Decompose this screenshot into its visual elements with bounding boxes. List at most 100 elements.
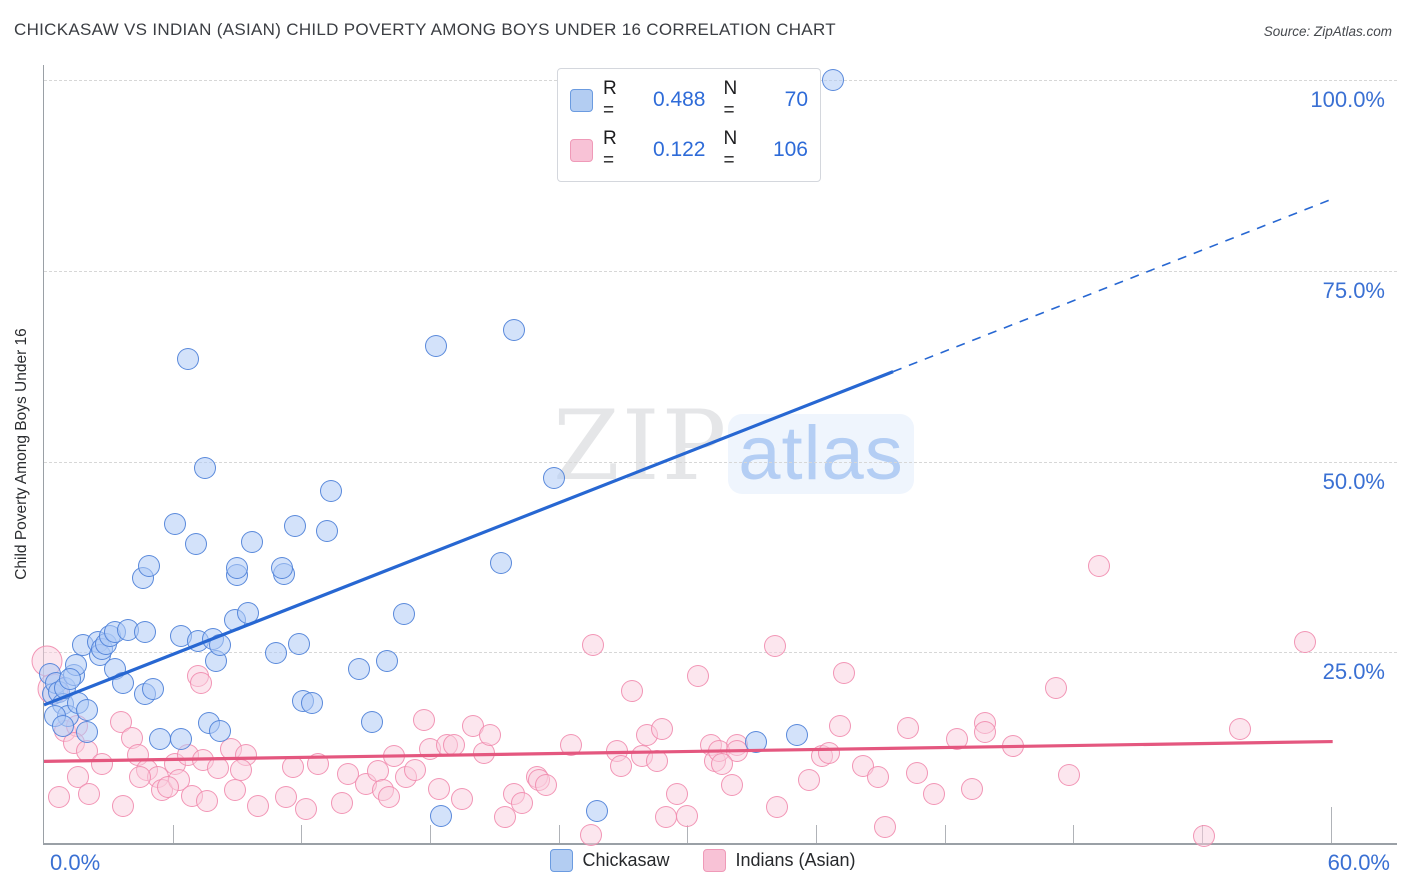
data-point-pink: [1057, 764, 1080, 787]
legend-item-indians-asian: Indians (Asian): [703, 849, 856, 872]
n-value: 70: [784, 88, 808, 111]
data-point-pink: [494, 806, 516, 829]
data-point-pink: [710, 753, 733, 776]
data-point-pink: [67, 765, 90, 788]
data-point-blue: [163, 513, 186, 536]
data-point-blue: [58, 668, 81, 690]
x-tick-60: [1330, 807, 1332, 843]
x-tick-36: [815, 825, 817, 843]
legend-label: Chickasaw: [582, 850, 670, 870]
data-point-blue: [176, 348, 199, 371]
data-point-blue: [822, 69, 845, 92]
data-point-pink: [922, 783, 945, 806]
data-point-pink: [1045, 677, 1068, 700]
indians-asian-swatch-icon: [570, 138, 593, 162]
data-point-pink: [873, 815, 896, 838]
legend-item-chickasaw: Chickasaw: [550, 849, 669, 872]
data-point-pink: [828, 715, 851, 738]
data-point-blue: [283, 514, 306, 537]
y-axis-title: Child Poverty Among Boys Under 16: [13, 328, 30, 580]
legend-row-indians-asian: R = 0.122 N = 106: [570, 128, 808, 172]
trend-line-chickasaw-projection: [892, 198, 1332, 373]
data-point-blue: [52, 715, 75, 738]
y-tick-label-75: 75.0%: [1322, 277, 1385, 303]
r-label: R =: [603, 128, 617, 171]
series-legend: Chickasaw Indians (Asian): [0, 849, 1406, 872]
x-axis-min-label: 0.0%: [50, 850, 101, 875]
data-point-pink: [275, 786, 298, 809]
data-point-blue: [393, 603, 416, 626]
y-tick-label-50: 50.0%: [1322, 468, 1385, 494]
data-point-pink: [48, 786, 70, 809]
data-point-pink: [78, 783, 101, 806]
x-tick-24: [558, 825, 560, 843]
chickasaw-swatch-icon: [570, 88, 593, 112]
data-point-pink: [534, 774, 557, 797]
data-point-pink: [378, 786, 401, 809]
data-point-blue: [376, 649, 399, 672]
data-point-pink: [560, 733, 583, 756]
gridline-50: [44, 461, 1397, 463]
data-point-pink: [676, 804, 699, 827]
data-point-pink: [294, 798, 317, 821]
data-point-pink: [195, 790, 218, 813]
data-point-blue: [208, 719, 231, 742]
data-point-blue: [425, 335, 448, 358]
data-point-pink: [766, 796, 789, 819]
data-point-pink: [897, 716, 920, 739]
x-axis-max-label: 60.0%: [1327, 850, 1390, 875]
data-point-pink: [1193, 825, 1216, 848]
data-point-pink: [129, 765, 152, 788]
page-title: CHICKASAW VS INDIAN (ASIAN) CHILD POVERT…: [14, 20, 836, 39]
data-point-blue: [133, 620, 156, 643]
x-tick-6: [172, 825, 174, 843]
data-point-blue: [785, 723, 808, 746]
r-value: 0.122: [652, 138, 706, 161]
data-point-blue: [489, 552, 512, 575]
data-point-pink: [412, 709, 435, 732]
data-point-pink: [905, 761, 928, 784]
source-attribution: Source: ZipAtlas.com: [1263, 24, 1392, 39]
data-point-blue: [240, 531, 263, 554]
data-point-blue: [264, 642, 287, 665]
chickasaw-swatch-icon: [550, 849, 574, 872]
data-point-pink: [511, 791, 534, 814]
data-point-blue: [320, 479, 343, 502]
legend-label: Indians (Asian): [735, 850, 856, 870]
data-point-pink: [223, 778, 246, 801]
data-point-pink: [817, 741, 840, 764]
x-tick-18: [429, 825, 431, 843]
data-point-pink: [946, 728, 969, 751]
data-point-blue: [138, 555, 161, 578]
correlation-legend: R = 0.488 N = 70 R = 0.122 N = 106: [557, 68, 821, 182]
data-point-blue: [586, 799, 609, 822]
data-point-blue: [225, 556, 248, 579]
data-point-pink: [581, 634, 604, 657]
data-point-pink: [961, 777, 984, 800]
data-point-pink: [157, 775, 180, 798]
data-point-pink: [478, 723, 501, 746]
data-point-blue: [185, 533, 208, 555]
data-point-blue: [271, 556, 293, 579]
data-point-pink: [579, 824, 602, 847]
data-point-blue: [502, 318, 525, 341]
gridline-75: [44, 270, 1397, 272]
data-point-blue: [316, 520, 339, 543]
data-point-blue: [288, 632, 311, 655]
trend-line-indians-asian: [43, 739, 1333, 763]
data-point-pink: [112, 795, 135, 818]
data-point-blue: [75, 721, 98, 744]
x-tick-30: [687, 825, 689, 843]
data-point-pink: [798, 768, 821, 791]
data-point-pink: [867, 765, 890, 788]
n-label: N =: [723, 78, 738, 121]
n-label: N =: [723, 128, 738, 171]
trend-line-chickasaw: [43, 370, 894, 707]
data-point-pink: [650, 718, 673, 741]
data-point-pink: [686, 664, 709, 687]
data-point-blue: [75, 698, 98, 721]
data-point-blue: [348, 658, 371, 681]
data-point-blue: [429, 804, 452, 827]
data-point-pink: [1293, 631, 1316, 654]
